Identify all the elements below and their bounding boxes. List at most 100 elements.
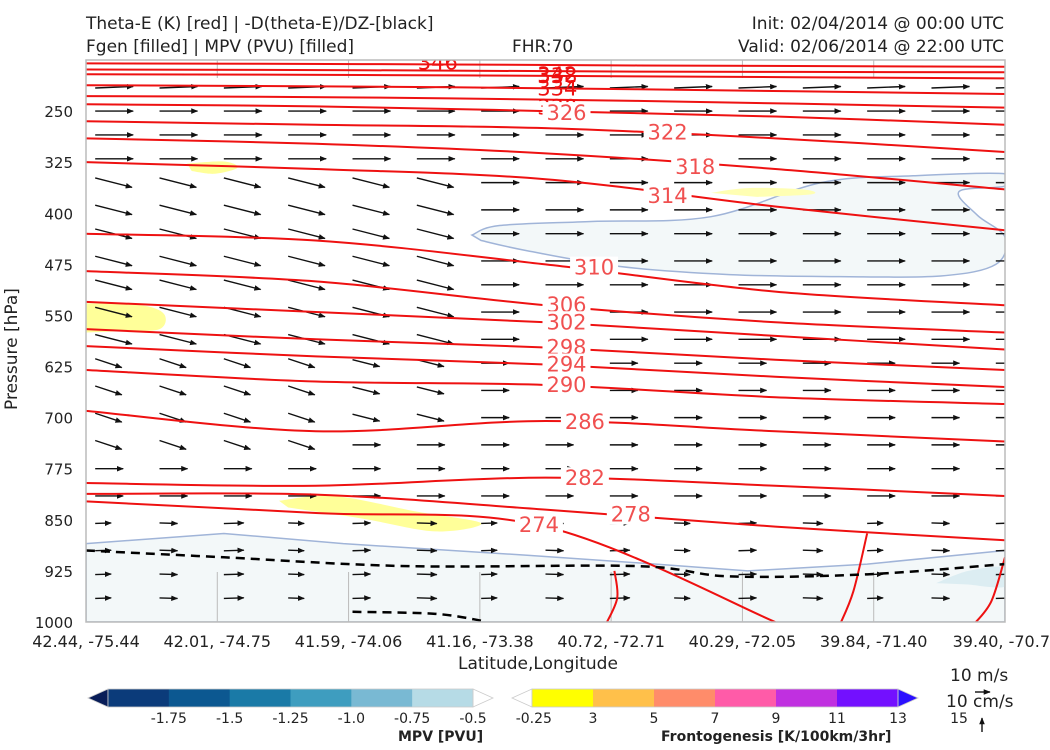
theta-e-contour-334 — [86, 84, 1005, 96]
mpv-colorbar: -1.75 -1.5 -1.25 -1.0 -0.75 -0.5 -0.25 — [87, 688, 552, 727]
wind-vector — [545, 595, 565, 602]
wind-vector — [159, 595, 179, 602]
wind-vector — [287, 358, 316, 369]
x-tick-label: 41.59, -74.06 — [295, 632, 403, 651]
colorbar-tick-label: -1.0 — [338, 711, 365, 727]
plot-frame — [85, 59, 1006, 623]
y-tick-label: 700 — [44, 410, 73, 428]
wind-vector — [674, 83, 713, 90]
wind-vector — [94, 358, 123, 369]
wind-vector — [609, 83, 649, 90]
colorbar-tick-label: -0.5 — [459, 711, 486, 727]
wind-vector — [352, 358, 381, 368]
x-tick-label: 42.44, -75.44 — [32, 632, 140, 651]
wind-vector — [95, 177, 133, 189]
theta-e-contour-338 — [86, 73, 1005, 80]
mpv-colorbar-title: MPV [PVU] — [398, 729, 484, 745]
mpv-region-darker — [936, 566, 1005, 588]
wind-vector — [159, 333, 198, 346]
mpv-region-lower — [86, 532, 1005, 622]
wind-vector — [416, 306, 455, 318]
colorbar-tick-label: 5 — [650, 711, 659, 727]
wind-vector — [609, 571, 631, 578]
colorbar-swatch — [654, 689, 716, 707]
colorbar-swatch — [351, 689, 413, 707]
wind-vector — [352, 547, 372, 554]
wind-vector — [159, 520, 179, 527]
contour-label: 274 — [519, 513, 559, 537]
contour-label-bg — [643, 121, 692, 143]
wind-vector — [416, 413, 445, 423]
y-tick-label: 775 — [44, 461, 73, 479]
wind-vector — [288, 255, 326, 267]
colorbar-swatch — [412, 689, 474, 707]
wind-vector — [609, 595, 631, 601]
theta-e-contour-318 — [86, 137, 1005, 191]
wind-vector — [159, 439, 187, 450]
reference-vertical-label: 10 cm/s — [946, 692, 1014, 712]
wind-vector — [288, 279, 326, 291]
wind-vector — [738, 547, 758, 554]
wind-vector — [352, 255, 391, 267]
contour-label-bg — [560, 467, 609, 489]
contour-label-bg — [514, 513, 563, 535]
wind-vector — [223, 595, 245, 601]
wind-vector — [545, 571, 565, 578]
colorbar-swatch — [715, 689, 777, 707]
x-tick-label: 39.40, -70.7 — [953, 632, 1050, 651]
wind-vector — [159, 306, 198, 318]
wind-vector — [995, 549, 1005, 552]
x-axis-label: Latitude,Longitude — [458, 654, 618, 674]
y-tick-label: 475 — [44, 256, 73, 274]
wind-vector — [802, 83, 842, 90]
contour-label: 326 — [546, 101, 586, 125]
x-tick-label: 39.84, -71.40 — [820, 632, 928, 651]
contour-label-bg — [542, 353, 591, 375]
wind-vector — [995, 86, 1005, 89]
wind-vector — [95, 255, 133, 267]
colorbar-tip — [87, 688, 109, 708]
wind-vector — [159, 204, 198, 216]
wind-vector — [802, 547, 824, 554]
wind-vector — [159, 279, 198, 291]
theta-e-contour-lower-3 — [974, 556, 1005, 622]
colorbar-outline — [107, 688, 474, 708]
fgen-colorbar-title: Frontogenesis [K/100km/3hr] — [661, 729, 892, 745]
wind-vector — [867, 83, 906, 90]
contour-label: 322 — [648, 121, 688, 145]
wind-vector — [545, 547, 565, 554]
wind-vector — [738, 571, 758, 578]
wind-vector — [416, 204, 455, 216]
y-tick-label: 550 — [44, 307, 73, 325]
colorbar-tip — [472, 688, 494, 708]
theta-e-contour-278 — [86, 492, 1005, 542]
wind-vector — [223, 255, 262, 267]
wind-vector — [159, 547, 179, 554]
wind-vector — [223, 547, 245, 554]
mpv-region-upper — [470, 172, 1005, 278]
x-tick-label: 42.01, -74.75 — [164, 632, 272, 651]
wind-vector — [95, 83, 134, 90]
wind-vector — [223, 279, 262, 291]
wind-vector — [416, 255, 455, 267]
valid-time: Valid: 02/06/2014 @ 22:00 UTC — [738, 37, 1004, 57]
contour-label: 286 — [565, 410, 605, 434]
colorbar-swatch — [290, 689, 352, 707]
colorbar-tick-label: 9 — [772, 711, 781, 727]
colorbar-swatch — [593, 689, 655, 707]
wind-vector — [223, 358, 252, 369]
wind-vector — [995, 597, 1005, 600]
wind-vector — [95, 306, 133, 318]
wind-vector — [416, 571, 438, 578]
wind-vector — [352, 177, 391, 189]
wind-vector — [416, 333, 455, 346]
wind-vector — [931, 595, 951, 602]
wind-vector — [159, 228, 198, 240]
wind-vector — [223, 439, 252, 450]
contour-label: 342 — [537, 63, 577, 87]
wind-vector — [352, 520, 372, 526]
wind-vector — [288, 228, 326, 240]
colorbar-outline — [531, 688, 899, 708]
colorbar-tick-label: 3 — [589, 711, 598, 727]
